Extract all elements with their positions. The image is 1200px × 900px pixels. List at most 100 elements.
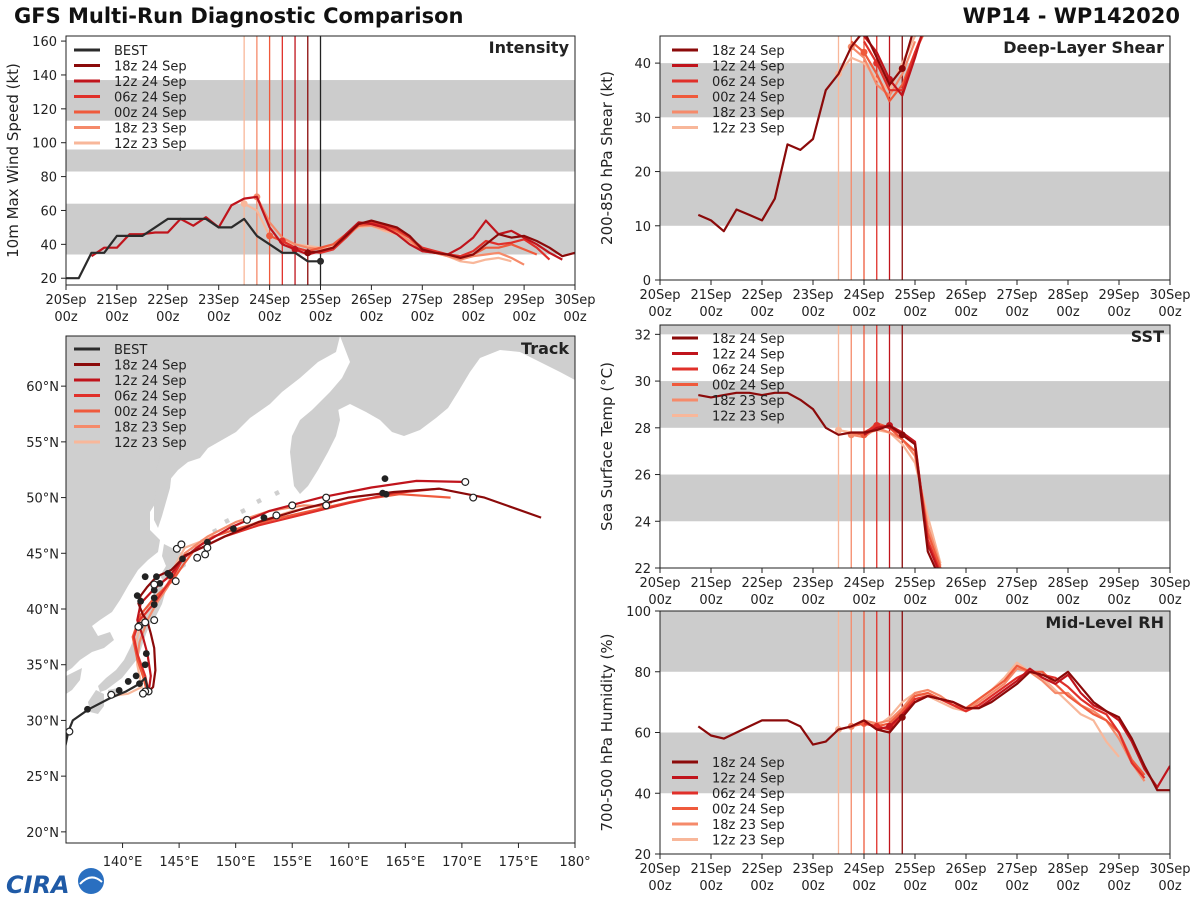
sst-legend-label-12z-24-sep: 12z 24 Sep (712, 348, 785, 363)
land-korea (66, 668, 82, 694)
shear-title: Deep-Layer Shear (1003, 38, 1164, 57)
shear-plot-body (660, 36, 1170, 280)
rh-legend-label-12z-24-sep: 12z 24 Sep (712, 772, 785, 787)
rh-xtick-date-1: 21Sep (690, 862, 731, 877)
intensity-xtick-date-9: 29Sep (504, 293, 545, 308)
track-point-06z-24-sep-6-2 (230, 525, 237, 533)
intensity-xtick-date-10: 30Sep (554, 293, 595, 308)
track-xtick-label-5: 165°E (386, 855, 426, 870)
sst-ytick-label-5: 32 (634, 328, 651, 343)
track-point-18z-24-sep-2-0 (141, 661, 149, 669)
intensity-xtick-date-4: 24Sep (249, 293, 290, 308)
shear-xtick-date-2: 22Sep (741, 288, 782, 303)
track-point-00z-24-sep-8-5 (242, 515, 251, 524)
rh-panel: 20 40 60 80 100 20Sep 00z 21Sep 00z 22Sep 00z 23Sep… (598, 605, 1191, 894)
sst-xtick-hour-0: 00z (648, 593, 672, 608)
track-xtick-label-2: 150°E (216, 855, 256, 870)
track-point-00z-24-sep-8-4 (203, 543, 212, 552)
rh-ylabel: 700-500 hPa Humidity (%) (598, 633, 616, 831)
intensity-ytick-label-7: 160 (32, 35, 57, 50)
rh-xtick-hour-2: 00z (750, 879, 774, 894)
track-ytick-label-1: 25°N (26, 770, 59, 785)
intensity-legend-label-18z-23-sep: 18z 23 Sep (114, 122, 187, 137)
logo-globe-icon (78, 868, 104, 894)
track-point-12z-23-sep-10-0 (150, 601, 158, 608)
track-plot-body (66, 475, 542, 749)
track-frame (65, 335, 576, 844)
track-point-18z-24-sep-2-2 (141, 573, 149, 581)
intensity-xtick-date-0: 20Sep (45, 293, 86, 308)
shear-band-1 (660, 63, 1170, 118)
shear-xtick-hour-7: 00z (1005, 305, 1029, 320)
track-legend-label-12z-24-sep: 12z 24 Sep (114, 374, 187, 389)
rh-xtick-hour-0: 00z (648, 879, 672, 894)
intensity-xtick-date-3: 23Sep (198, 293, 239, 308)
rh-xtick-hour-6: 00z (954, 879, 978, 894)
shear-ytick-label-1: 10 (634, 220, 651, 235)
sst-band-1 (660, 381, 1170, 428)
track-point-18z-24-sep-2-3 (153, 573, 160, 581)
shear-xtick-date-4: 24Sep (843, 288, 884, 303)
rh-legend-label-18z-24-sep: 18z 24 Sep (712, 756, 785, 771)
rh-xtick-date-6: 26Sep (945, 862, 986, 877)
track-point-best-0-3 (132, 672, 140, 680)
rh-title: Mid-Level RH (1045, 613, 1164, 632)
sst-xtick-hour-2: 00z (750, 593, 774, 608)
sst-xtick-date-3: 23Sep (792, 576, 833, 591)
shear-xtick-hour-2: 00z (750, 305, 774, 320)
intensity-xtick-date-7: 27Sep (402, 293, 443, 308)
sst-xtick-date-9: 29Sep (1098, 576, 1139, 591)
sst-ytick-label-3: 28 (634, 422, 651, 437)
sst-legend-label-06z-24-sep: 06z 24 Sep (712, 363, 785, 378)
rh-xtick-date-5: 25Sep (894, 862, 935, 877)
shear-xtick-hour-0: 00z (648, 305, 672, 320)
track-point-18z-24-sep-3-2 (461, 477, 470, 486)
sst-xtick-hour-9: 00z (1107, 593, 1131, 608)
sst-xtick-hour-8: 00z (1056, 593, 1080, 608)
track-legend-label-06z-24-sep: 06z 24 Sep (114, 390, 187, 405)
sst-band-2 (660, 325, 1170, 335)
shear-ytick-label-4: 40 (634, 57, 651, 72)
intensity-series-18z-24-sep (307, 219, 575, 259)
track-xtick-label-8: 180° (559, 855, 590, 870)
intensity-xtick-hour-4: 00z (258, 310, 282, 325)
rh-legend-label-00z-24-sep: 00z 24 Sep (712, 803, 785, 818)
track-point-00z-24-sep-8-6 (288, 501, 297, 510)
rh-xtick-date-8: 28Sep (1047, 862, 1088, 877)
storm-id: WP14 - WP142020 (962, 4, 1180, 28)
rh-ytick-label-0: 20 (634, 848, 651, 863)
intensity-xtick-hour-7: 00z (411, 310, 435, 325)
shear-xtick-date-7: 27Sep (996, 288, 1037, 303)
rh-xtick-hour-4: 00z (852, 879, 876, 894)
sst-legend-label-12z-23-sep: 12z 23 Sep (712, 410, 785, 425)
rh-xtick-date-0: 20Sep (639, 862, 680, 877)
sst-band-0 (660, 474, 1170, 522)
intensity-plot-body (66, 36, 575, 285)
track-point-18z-23-sep-9-0 (141, 618, 150, 627)
sst-ytick-label-1: 24 (634, 515, 651, 530)
intensity-legend-label-12z-23-sep: 12z 23 Sep (114, 137, 187, 152)
track-point-00z-24-sep-8-3 (193, 553, 202, 562)
sst-xtick-hour-7: 00z (1005, 593, 1029, 608)
sst-xtick-hour-5: 00z (903, 593, 927, 608)
sst-xtick-date-6: 26Sep (945, 576, 986, 591)
sst-init-point-12z-23-sep (835, 426, 842, 434)
rh-xtick-date-10: 30Sep (1149, 862, 1190, 877)
rh-ytick-label-4: 100 (626, 605, 651, 620)
sst-title: SST (1131, 327, 1164, 346)
shear-legend-label-18z-24-sep: 18z 24 Sep (712, 44, 785, 59)
rh-series-18z-24-sep (697, 670, 1170, 792)
track-ytick-label-3: 35°N (26, 659, 59, 674)
track-point-18z-23-sep-9-5 (322, 501, 331, 510)
rh-xtick-date-3: 23Sep (792, 862, 833, 877)
shear-xtick-date-10: 30Sep (1149, 288, 1190, 303)
intensity-ytick-label-1: 40 (40, 238, 57, 253)
shear-xtick-date-1: 21Sep (690, 288, 731, 303)
intensity-xtick-hour-10: 00z (563, 310, 587, 325)
intensity-ytick-label-3: 80 (40, 171, 57, 186)
rh-xtick-hour-3: 00z (801, 879, 825, 894)
shear-xtick-hour-3: 00z (801, 305, 825, 320)
track-point-00z-24-sep-7-1 (150, 586, 158, 594)
shear-ytick-label-3: 30 (634, 111, 651, 126)
track-legend-label-best: BEST (114, 343, 147, 358)
